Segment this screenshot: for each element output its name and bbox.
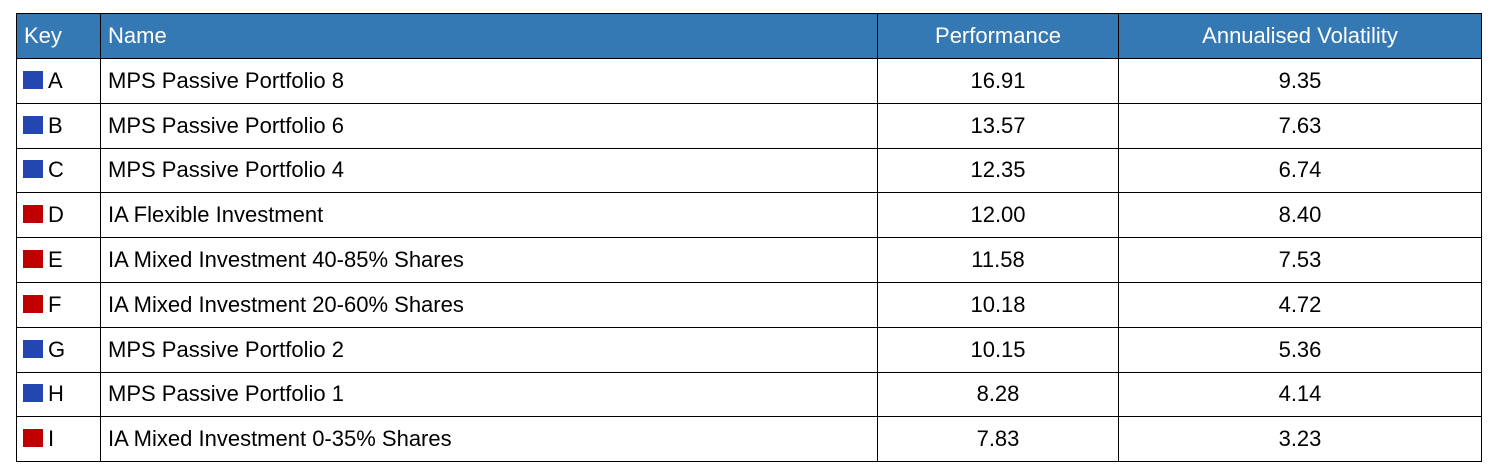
key-label: F [48, 291, 62, 317]
volatility-cell: 7.53 [1118, 237, 1482, 283]
color-square-icon [23, 205, 43, 224]
key-label: D [48, 202, 64, 228]
table-row: E IA Mixed Investment 40-85% Shares 11.58 7… [16, 237, 1482, 283]
name-cell: MPS Passive Portfolio 8 [100, 58, 878, 104]
header-performance: Performance [877, 13, 1119, 59]
name-cell: IA Mixed Investment 40-85% Shares [100, 237, 878, 283]
color-square-icon [23, 115, 43, 134]
name-cell: IA Mixed Investment 0-35% Shares [100, 416, 878, 463]
key-cell: B [16, 102, 101, 149]
volatility-cell: 6.74 [1118, 147, 1482, 194]
key-cell: I [16, 416, 101, 463]
key-cell: C [16, 147, 101, 194]
header-key: Key [16, 13, 101, 59]
table-row: B MPS Passive Portfolio 6 13.57 7.63 [16, 102, 1482, 149]
performance-cell: 10.18 [877, 281, 1119, 328]
key-label: C [48, 157, 64, 183]
table-body: A MPS Passive Portfolio 8 16.91 9.35 B MPS Pa… [16, 58, 1482, 463]
table-row: C MPS Passive Portfolio 4 12.35 6.74 [16, 147, 1482, 194]
performance-cell: 10.15 [877, 326, 1119, 373]
volatility-cell: 9.35 [1118, 58, 1482, 104]
key-label: I [48, 426, 55, 452]
table-row: H MPS Passive Portfolio 1 8.28 4.14 [16, 371, 1482, 418]
volatility-cell: 3.23 [1118, 416, 1482, 463]
volatility-cell: 4.14 [1118, 371, 1482, 418]
color-square-icon [23, 339, 43, 358]
color-square-icon [23, 70, 43, 89]
header-row: Key Name Performance Annualised Volatili… [16, 13, 1482, 59]
key-label: E [48, 247, 63, 273]
volatility-cell: 5.36 [1118, 326, 1482, 373]
header-name: Name [100, 13, 878, 59]
color-square-icon [23, 294, 43, 313]
key-label: G [48, 336, 66, 362]
key-cell: G [16, 326, 101, 373]
key-cell: F [16, 281, 101, 328]
name-cell: IA Mixed Investment 20-60% Shares [100, 281, 878, 328]
performance-table: Key Name Performance Annualised Volatili… [16, 13, 1482, 463]
table-row: A MPS Passive Portfolio 8 16.91 9.35 [16, 58, 1482, 104]
header-volatility: Annualised Volatility [1118, 13, 1482, 59]
table-row: F IA Mixed Investment 20-60% Shares 10.18 4… [16, 281, 1482, 328]
name-cell: MPS Passive Portfolio 6 [100, 102, 878, 149]
performance-cell: 12.35 [877, 147, 1119, 194]
key-cell: D [16, 192, 101, 239]
name-cell: MPS Passive Portfolio 4 [100, 147, 878, 194]
color-square-icon [23, 384, 43, 403]
volatility-cell: 7.63 [1118, 102, 1482, 149]
key-cell: A [16, 58, 101, 104]
performance-cell: 13.57 [877, 102, 1119, 149]
table-row: G MPS Passive Portfolio 2 10.15 5.36 [16, 326, 1482, 373]
color-square-icon [23, 250, 43, 269]
key-label: H [48, 381, 64, 407]
performance-cell: 8.28 [877, 371, 1119, 418]
name-cell: MPS Passive Portfolio 1 [100, 371, 878, 418]
key-label: A [48, 67, 63, 93]
performance-cell: 7.83 [877, 416, 1119, 463]
table-row: I IA Mixed Investment 0-35% Shares 7.83 3.2… [16, 416, 1482, 463]
key-cell: H [16, 371, 101, 418]
name-cell: MPS Passive Portfolio 2 [100, 326, 878, 373]
volatility-cell: 4.72 [1118, 281, 1482, 328]
table-row: D IA Flexible Investment 12.00 8.40 [16, 192, 1482, 239]
color-square-icon [23, 429, 43, 448]
volatility-cell: 8.40 [1118, 192, 1482, 239]
performance-cell: 12.00 [877, 192, 1119, 239]
color-square-icon [23, 160, 43, 179]
key-label: B [48, 112, 63, 138]
name-cell: IA Flexible Investment [100, 192, 878, 239]
performance-cell: 16.91 [877, 58, 1119, 104]
performance-cell: 11.58 [877, 237, 1119, 283]
key-cell: E [16, 237, 101, 283]
